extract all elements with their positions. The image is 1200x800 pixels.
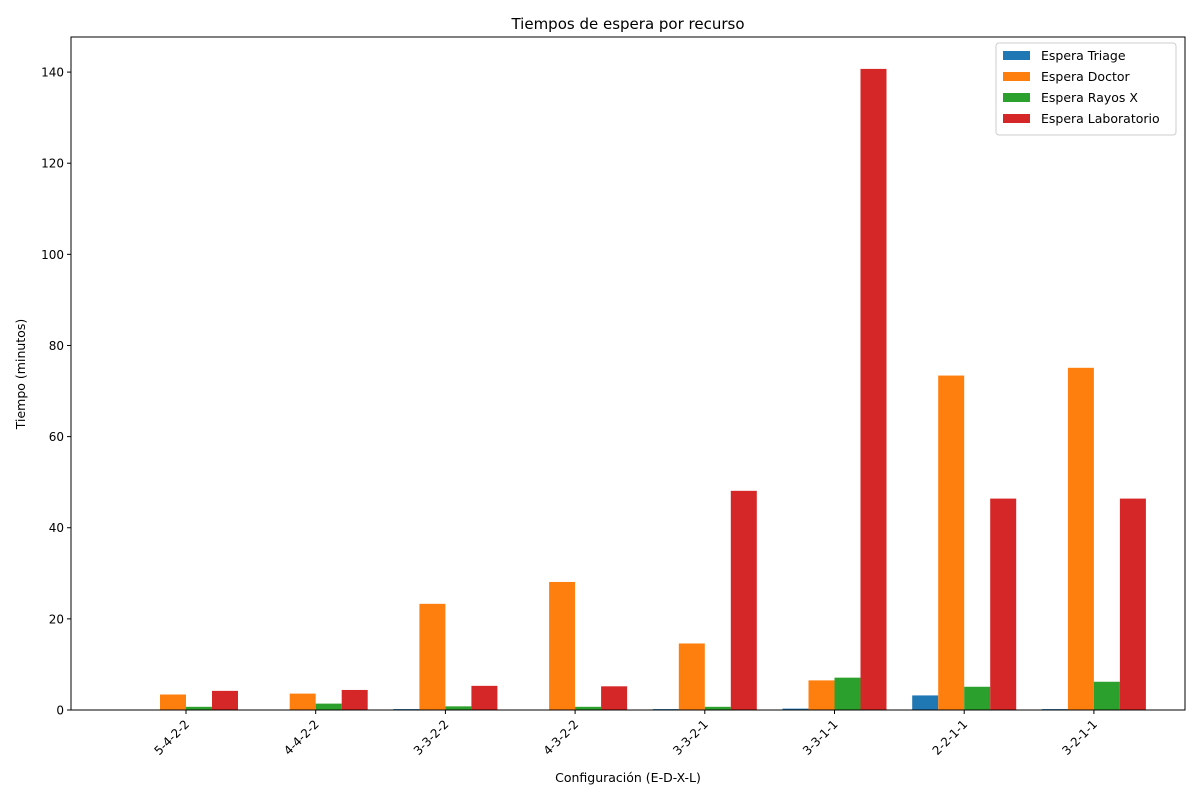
- bar: [1119, 498, 1146, 710]
- chart-title: Tiempos de espera por recurso: [510, 15, 744, 33]
- bar: [471, 685, 498, 710]
- x-tick-label: 2-2-1-1: [930, 717, 971, 758]
- x-tick-label: 3-2-1-1: [1059, 717, 1100, 758]
- legend-label: Espera Doctor: [1041, 69, 1131, 84]
- bar: [289, 693, 316, 710]
- bar: [964, 686, 991, 710]
- legend-label: Espera Rayos X: [1041, 90, 1138, 105]
- legend-label: Espera Laboratorio: [1041, 111, 1160, 126]
- legend-frame: [995, 42, 1177, 136]
- bar: [1093, 681, 1120, 710]
- x-tick-label: 3-3-1-1: [800, 717, 841, 758]
- y-tick-label: 100: [41, 248, 64, 262]
- y-axis-label: Tiempo (minutos): [13, 319, 28, 430]
- bar: [341, 689, 368, 710]
- bar: [419, 603, 446, 710]
- bar: [549, 581, 576, 710]
- legend-swatch: [1003, 114, 1030, 123]
- y-tick-label: 40: [49, 521, 64, 535]
- bar: [704, 706, 731, 710]
- x-tick-label: 4-4-2-2: [281, 717, 322, 758]
- bar: [212, 690, 238, 710]
- plot-frame: [70, 36, 1186, 711]
- bar: [1067, 367, 1094, 710]
- legend-swatch: [1003, 72, 1030, 81]
- bar: [834, 677, 861, 710]
- bar: [808, 680, 835, 710]
- y-tick-label: 0: [56, 704, 64, 718]
- x-axis-label: Configuración (E-D-X-L): [555, 770, 701, 785]
- legend-swatch: [1003, 93, 1030, 102]
- bar: [575, 706, 602, 710]
- bar: [912, 695, 939, 710]
- bar: [160, 694, 186, 710]
- bar: [860, 68, 887, 710]
- bar: [445, 706, 472, 710]
- bar: [990, 498, 1017, 710]
- bars-layer: [160, 68, 1146, 710]
- bar: [730, 490, 757, 710]
- bar: [315, 703, 342, 710]
- bar: [186, 706, 212, 710]
- legend-swatch: [1003, 51, 1030, 60]
- y-tick-label: 80: [49, 339, 64, 353]
- y-tick-label: 120: [41, 157, 64, 171]
- bar: [782, 708, 809, 710]
- y-tick-label: 20: [49, 612, 64, 626]
- x-tick-label: 3-3-2-2: [411, 717, 452, 758]
- x-tick-label: 3-3-2-1: [670, 717, 711, 758]
- y-tick-label: 60: [49, 430, 64, 444]
- x-tick-label: 4-3-2-2: [541, 717, 582, 758]
- legend-label: Espera Triage: [1041, 48, 1126, 63]
- bar: [678, 643, 705, 710]
- y-tick-label: 140: [41, 66, 64, 80]
- bar: [601, 686, 628, 710]
- x-tick-label: 5-4-2-2: [151, 717, 192, 758]
- legend: Espera Triage Espera Doctor Espera Rayos X…: [995, 42, 1177, 136]
- bar: [938, 375, 965, 710]
